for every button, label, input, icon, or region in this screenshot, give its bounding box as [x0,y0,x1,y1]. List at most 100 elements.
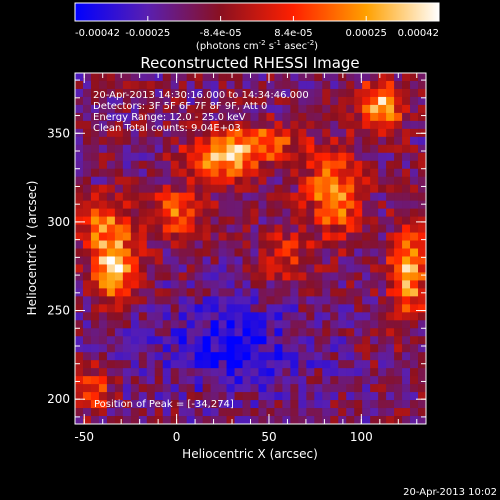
heatmap-cell [346,240,355,249]
heatmap-cell [402,384,411,393]
heatmap-cell [234,112,243,122]
heatmap-cell [306,400,315,409]
heatmap-cell [98,256,108,265]
heatmap-cell [210,104,219,114]
heatmap-cell [274,176,283,186]
heatmap-cell [114,104,124,114]
heatmap-cell [370,104,379,114]
heatmap-cell [330,312,339,321]
heatmap-cell [138,200,148,210]
heatmap-cell [170,344,180,353]
heatmap-cell [210,112,219,122]
heatmap-cell [314,96,323,106]
heatmap-cell [338,264,347,273]
heatmap-cell [322,408,331,417]
heatmap-cell [290,160,299,170]
heatmap-cell [98,344,108,353]
heatmap-cell [290,272,299,281]
heatmap-cell [186,200,196,210]
heatmap-cell [418,280,426,289]
heatmap-cell [266,120,275,130]
heatmap-cell [234,288,243,297]
heatmap-cell [242,320,251,329]
heatmap-cell [258,312,267,321]
heatmap-cell [266,296,275,305]
heatmap-cell [362,136,371,146]
heatmap-cell [162,360,172,369]
heatmap-cell [346,272,355,281]
heatmap-cell [162,176,172,186]
heatmap-cell [274,184,283,194]
heatmap-cell [170,216,180,225]
heatmap-cell [266,104,275,114]
annotation-block: 20-Apr-2013 14:30:16.000 to 14:34:46.000… [93,90,309,134]
heatmap-cell [226,73,235,82]
heatmap-cell [282,408,291,417]
heatmap-cell [202,264,212,273]
heatmap-cell [378,208,387,217]
heatmap-cell [282,328,291,337]
heatmap-cell [338,160,347,170]
heatmap-cell [75,184,84,194]
heatmap-cell [354,272,363,281]
heatmap-cell [98,384,108,393]
annotation-detectors: Detectors: 3F 5F 6F 7F 8F 9F, Att 0 [93,101,267,112]
heatmap-cell [218,408,227,417]
heatmap-cell [394,296,403,305]
heatmap-cell [234,408,243,417]
heatmap-cell [354,344,363,353]
heatmap-cell [98,112,108,122]
heatmap-cell [314,176,323,186]
heatmap-cell [338,112,347,122]
heatmap-cell [130,152,140,162]
heatmap-cell [154,296,164,305]
heatmap-cell [234,392,243,401]
heatmap-cell [218,240,227,249]
heatmap-cell [402,336,411,345]
heatmap-cell [410,344,419,353]
heatmap-cell [226,320,235,329]
heatmap-cell [250,360,259,369]
heatmap-cell [106,272,116,281]
heatmap-cell [282,232,291,241]
heatmap-cell [162,384,172,393]
heatmap-cell [258,408,267,417]
heatmap-cell [114,416,124,424]
heatmap-cell [362,344,371,353]
heatmap-cell [226,408,235,417]
heatmap-cell [218,312,227,321]
heatmap-cell [338,120,347,130]
heatmap-cell [306,224,315,233]
heatmap-cell [98,224,108,233]
heatmap-cell [402,73,411,82]
heatmap-cell [98,80,108,90]
heatmap-cell [242,112,251,122]
heatmap-cell [250,136,259,146]
heatmap-cell [386,312,395,321]
heatmap-cell [386,80,395,90]
heatmap-cell [106,88,116,98]
heatmap-cell [82,168,92,178]
heatmap-cell [138,104,148,114]
heatmap-cell [378,256,387,265]
heatmap-cell [114,128,124,138]
heatmap-cell [138,232,148,241]
heatmap-cell [346,248,355,257]
heatmap-cell [274,216,283,225]
heatmap-cell [346,128,355,138]
heatmap-cell [282,216,291,225]
heatmap-cell [234,128,243,138]
heatmap-cell [306,160,315,170]
heatmap-cell [202,168,212,178]
heatmap-cell [226,120,235,130]
heatmap-cell [138,296,148,305]
heatmap-cell [226,344,235,353]
heatmap-cell [402,304,411,313]
heatmap-cell [274,80,283,90]
heatmap-cell [314,73,323,82]
heatmap-cell [250,160,259,170]
heatmap-cell [234,280,243,289]
heatmap-cell [106,120,116,130]
heatmap-cell [210,176,219,186]
heatmap-cell [114,336,124,345]
